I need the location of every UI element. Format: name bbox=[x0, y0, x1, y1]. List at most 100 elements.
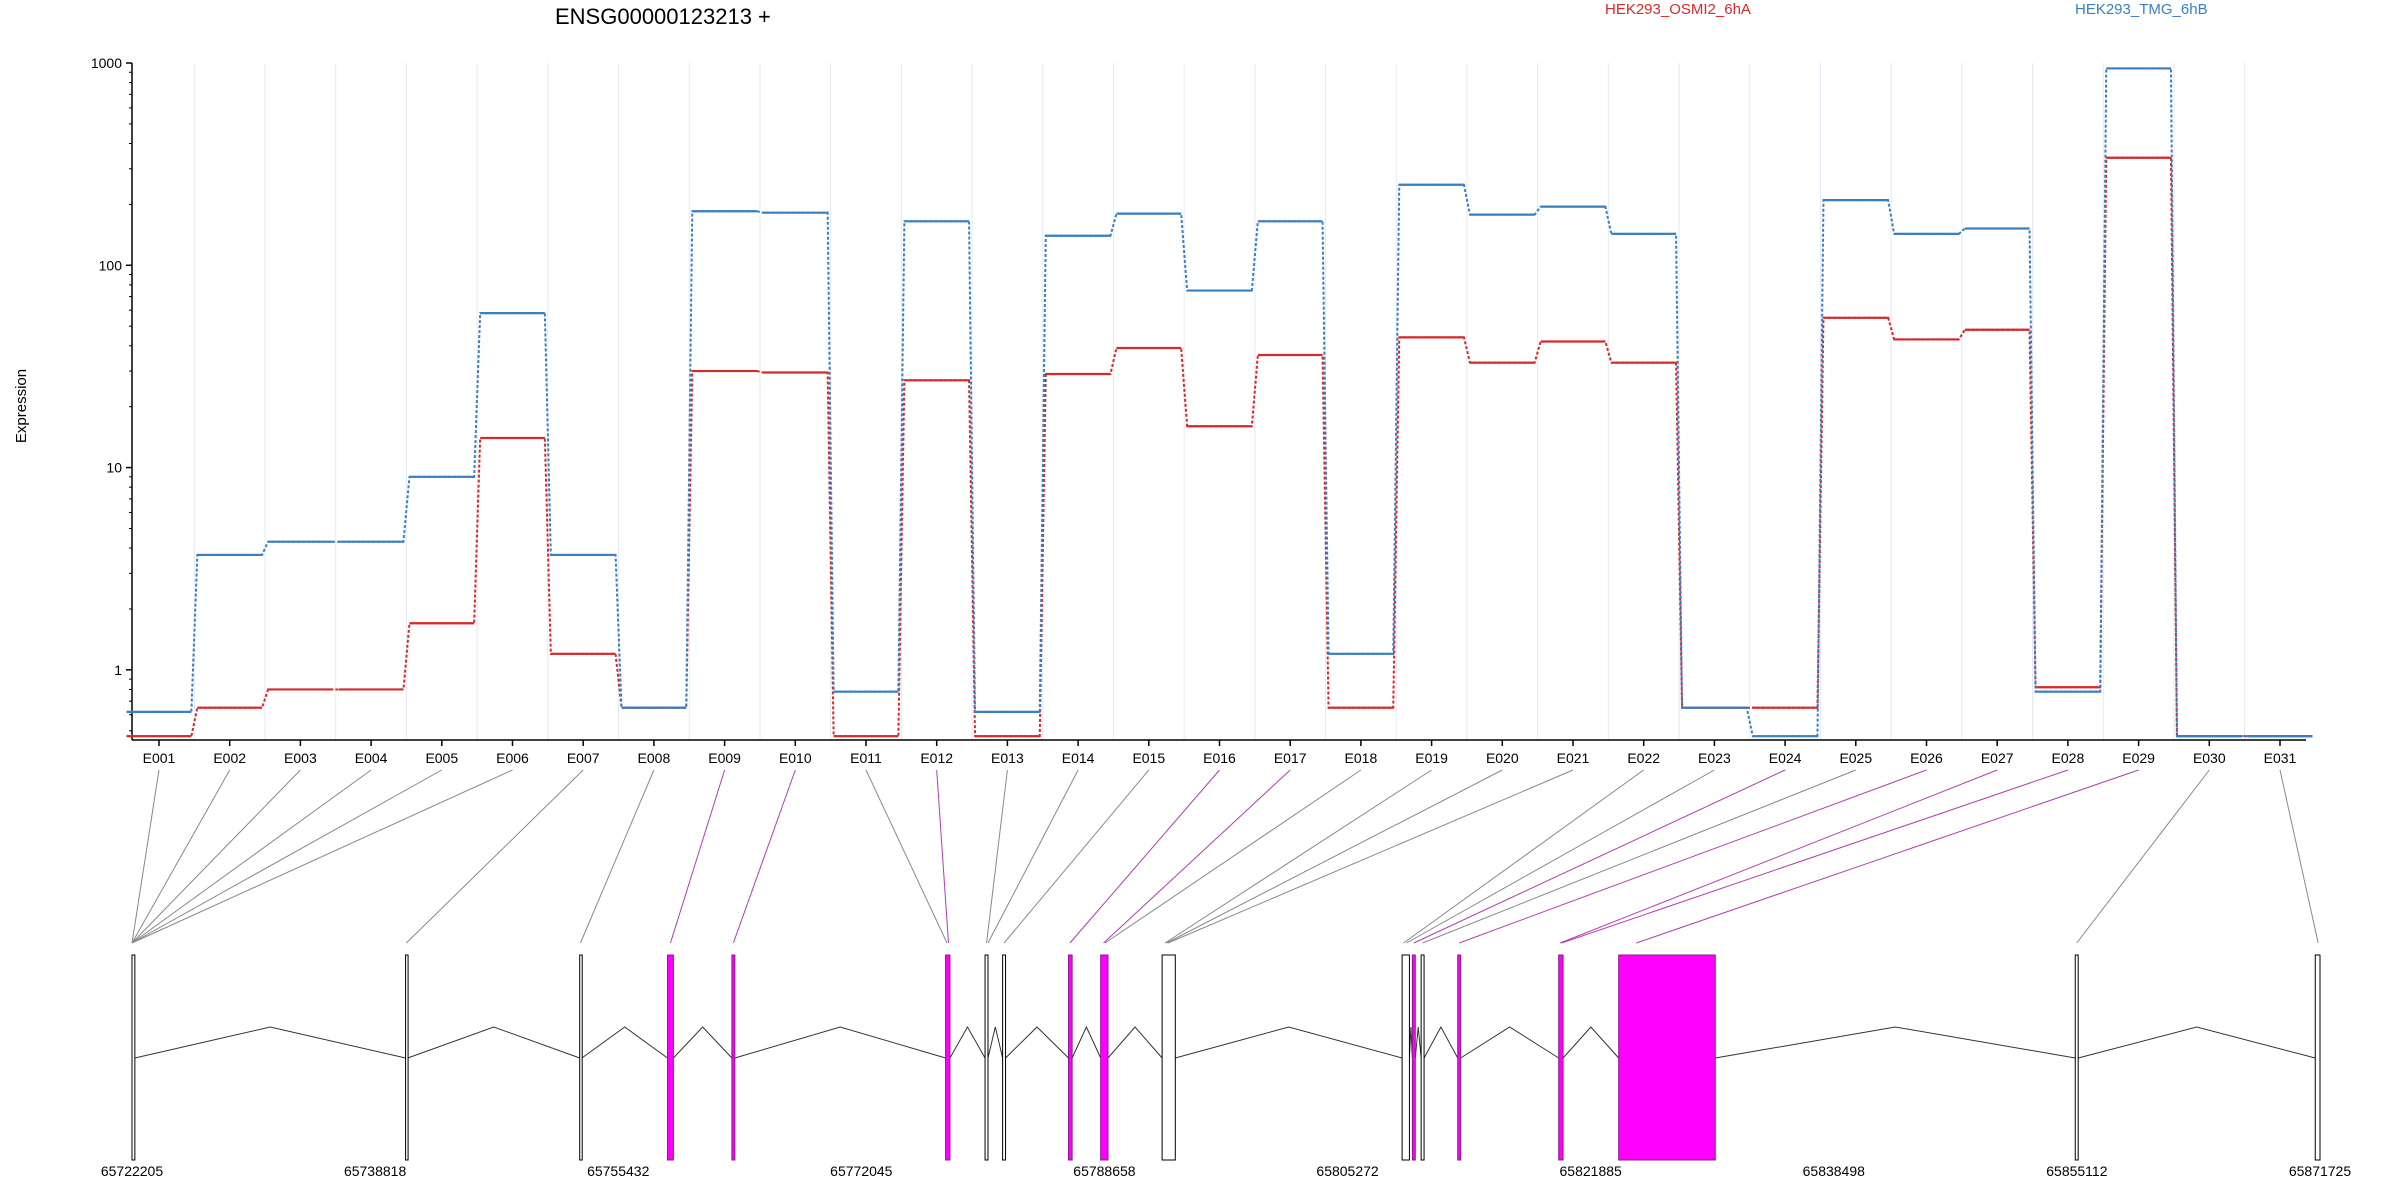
intron-line bbox=[1005, 1026, 1069, 1059]
x-axis: E001 E002 E003 E004 E005 E006 E007 E008 E009 E010… bbox=[132, 739, 2306, 766]
x-tick-label: E027 bbox=[1981, 750, 2014, 766]
intron-line bbox=[581, 1026, 668, 1059]
exon-block bbox=[731, 954, 736, 1161]
exon-connector bbox=[732, 769, 796, 944]
exon-connector bbox=[1167, 769, 1574, 944]
exon-connector bbox=[131, 769, 372, 944]
exon-connector bbox=[131, 769, 301, 944]
x-tick-label: E004 bbox=[355, 750, 388, 766]
intron-line bbox=[1562, 1026, 1620, 1059]
exon-connector bbox=[669, 769, 726, 944]
exon-connector bbox=[1403, 769, 1644, 944]
x-tick-label: E011 bbox=[850, 750, 882, 766]
exon-block bbox=[1002, 954, 1007, 1161]
exon-block bbox=[667, 954, 674, 1161]
x-tick-label: E029 bbox=[2122, 750, 2155, 766]
intron-line bbox=[949, 1025, 986, 1059]
x-tick-label: E028 bbox=[2052, 750, 2085, 766]
exon-connector bbox=[2076, 769, 2210, 944]
x-tick-label: E023 bbox=[1698, 750, 1731, 766]
genomic-tick-label: 65788658 bbox=[1073, 1163, 1136, 1179]
exon-block bbox=[579, 954, 583, 1161]
exon-block bbox=[1401, 954, 1410, 1161]
intron-line bbox=[734, 1026, 946, 1059]
genomic-tick-label: 65772045 bbox=[830, 1163, 893, 1179]
exon-connector bbox=[1103, 769, 1291, 944]
y-axis-label: Expression bbox=[13, 369, 30, 443]
exon-connector bbox=[131, 769, 231, 944]
legend-entry-series-b: HEK293_TMG_6hB bbox=[2075, 1, 2208, 18]
exon-block bbox=[2074, 954, 2079, 1161]
exon-block bbox=[1411, 954, 1416, 1161]
exon-connector-lines bbox=[131, 769, 2319, 944]
exon-block bbox=[1420, 954, 1425, 1161]
exon-connector bbox=[1164, 769, 1432, 944]
exon-connector bbox=[1413, 769, 1786, 944]
exon-block bbox=[1618, 954, 1716, 1161]
series-line bbox=[126, 67, 2313, 738]
series-b bbox=[126, 67, 2313, 738]
exon-connector bbox=[1636, 769, 2139, 944]
x-tick-label: E012 bbox=[920, 750, 953, 766]
intron-line bbox=[1423, 1025, 1459, 1059]
x-tick-label: E002 bbox=[213, 750, 246, 766]
intron-line bbox=[2078, 1026, 2316, 1059]
y-axis: 1 10 100 1000 bbox=[91, 55, 133, 740]
exon-connector bbox=[1422, 769, 1856, 944]
exon-connector bbox=[1104, 769, 1362, 944]
series-line bbox=[126, 156, 2313, 738]
exon-connector bbox=[1406, 769, 1715, 944]
x-tick-label: E003 bbox=[284, 750, 317, 766]
legend-entry-series-a: HEK293_OSMI2_6hA bbox=[1605, 1, 1751, 18]
series-lines bbox=[126, 67, 2313, 738]
intron-line bbox=[987, 1026, 1004, 1059]
intron-line bbox=[1175, 1026, 1403, 1059]
exon-connector bbox=[131, 769, 443, 944]
genomic-coordinate-axis: 65722205 65738818 65755432 65772045 65788658… bbox=[101, 1163, 2352, 1179]
intron-line bbox=[407, 1026, 580, 1059]
x-tick-label: E030 bbox=[2193, 750, 2226, 766]
exon-block bbox=[1100, 954, 1109, 1161]
exon-connector bbox=[579, 769, 655, 944]
x-tick-label: E025 bbox=[1839, 750, 1872, 766]
exon-connector bbox=[405, 769, 584, 944]
x-tick-label: E015 bbox=[1132, 750, 1165, 766]
exon-connector bbox=[936, 769, 949, 944]
exon-connector bbox=[987, 769, 1079, 944]
series-a bbox=[126, 156, 2313, 738]
x-tick-label: E031 bbox=[2264, 750, 2297, 766]
x-tick-label: E010 bbox=[779, 750, 812, 766]
x-tick-label: E014 bbox=[1062, 750, 1095, 766]
exon-connector bbox=[986, 769, 1008, 944]
exon-connector bbox=[2279, 769, 2319, 944]
x-tick-label: E026 bbox=[1910, 750, 1943, 766]
genomic-tick-label: 65821885 bbox=[1560, 1163, 1623, 1179]
x-tick-label: E018 bbox=[1345, 750, 1378, 766]
exon-connector bbox=[131, 769, 160, 944]
exon-connector bbox=[1459, 769, 1927, 944]
y-tick-label: 10 bbox=[106, 460, 122, 476]
x-tick-label: E009 bbox=[708, 750, 741, 766]
exon-block bbox=[2314, 954, 2321, 1161]
genomic-tick-label: 65871725 bbox=[2289, 1163, 2352, 1179]
exon-block bbox=[945, 954, 951, 1161]
exon-block bbox=[1161, 954, 1176, 1161]
exon-block bbox=[1067, 954, 1073, 1161]
x-tick-label: E017 bbox=[1274, 750, 1307, 766]
exon-connector bbox=[1561, 769, 2069, 944]
exon-connector bbox=[1166, 769, 1503, 944]
exon-connector bbox=[1069, 769, 1220, 944]
vertical-gridlines bbox=[193, 63, 2246, 740]
genomic-tick-label: 65722205 bbox=[101, 1163, 164, 1179]
x-tick-label: E008 bbox=[638, 750, 671, 766]
intron-line bbox=[1107, 1026, 1163, 1059]
genomic-tick-label: 65805272 bbox=[1316, 1163, 1379, 1179]
exon-connector bbox=[1003, 769, 1150, 944]
y-tick-label: 1 bbox=[114, 662, 122, 678]
x-tick-label: E022 bbox=[1627, 750, 1660, 766]
exon-connector bbox=[131, 769, 513, 944]
x-tick-label: E001 bbox=[143, 750, 176, 766]
intron-line bbox=[1414, 1026, 1422, 1059]
x-tick-label: E013 bbox=[991, 750, 1024, 766]
